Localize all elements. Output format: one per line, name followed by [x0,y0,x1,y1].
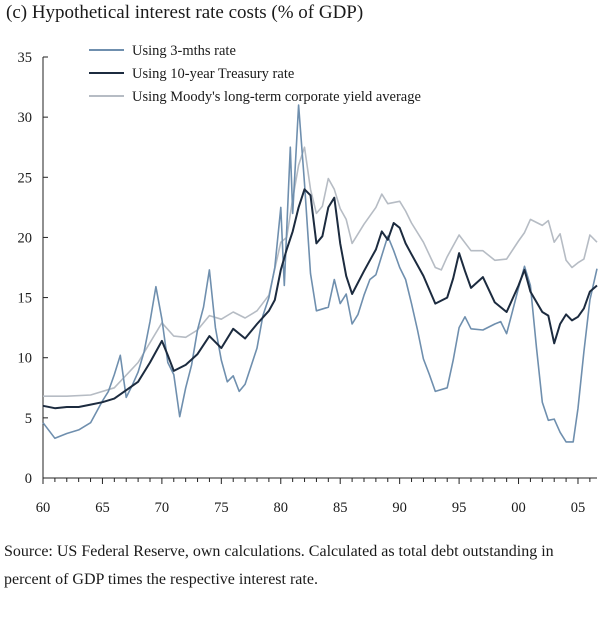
series-lines [42,104,598,443]
y-tick-label: 10 [18,351,33,367]
series-line-using-3-mths-rate [42,104,598,443]
legend-label: Using Moody's long-term corporate yield … [132,89,421,105]
x-tick-label: 65 [95,500,110,516]
x-tick-label: 85 [333,500,348,516]
y-tick-label: 15 [18,291,33,307]
x-tick-label: 60 [36,500,51,516]
x-tick-label: 05 [571,500,586,516]
y-tick-label: 20 [18,230,33,246]
legend-label: Using 3-mths rate [132,43,236,59]
y-tick-label: 5 [25,411,32,427]
chart-title: (c) Hypothetical interest rate costs (% … [6,2,364,23]
source-note: Source: US Federal Reserve, own calculat… [4,543,554,588]
x-tick-label: 70 [155,500,170,516]
x-tick-label: 00 [511,500,526,516]
y-tick-label: 35 [18,50,33,66]
x-tick-label: 95 [452,500,467,516]
y-tick-label: 30 [18,110,33,126]
series-line-using-10-year-treasury-rate [42,188,598,410]
x-tick-label: 90 [392,500,407,516]
y-tick-label: 0 [25,471,32,487]
y-tick-label: 25 [18,170,33,186]
legend: Using 3-mths rate Using 10-year Treasury … [89,43,421,105]
x-tick-label: 80 [274,500,289,516]
legend-label: Using 10-year Treasury rate [132,66,294,82]
x-tick-label: 75 [214,500,229,516]
series-line-using-moody-s-long-term-corporate-yield-average [43,146,598,397]
